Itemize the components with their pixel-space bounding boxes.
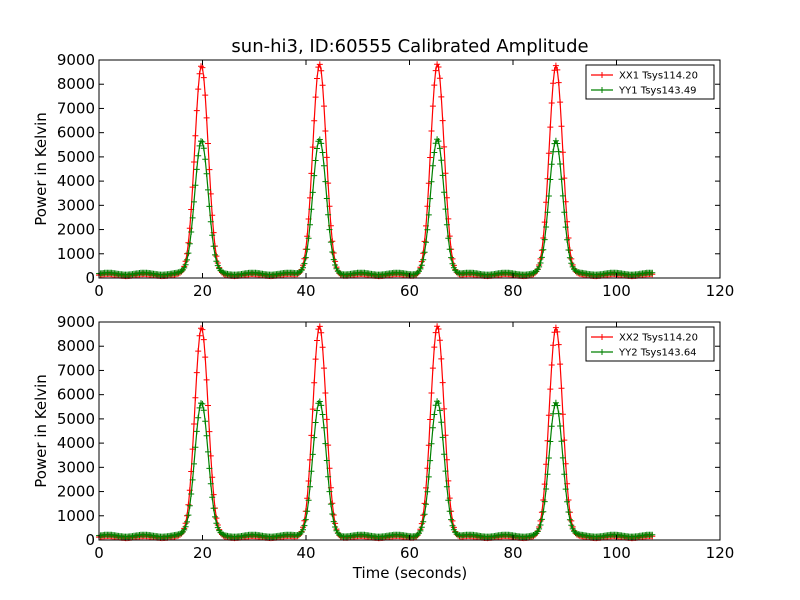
y-tick-label: 2000 <box>57 221 95 239</box>
x-tick-label: 40 <box>296 282 315 300</box>
figure-title: sun-hi3, ID:60555 Calibrated Amplitude <box>231 36 588 57</box>
series-markers-0 <box>96 61 656 280</box>
y-tick-label: 4000 <box>57 434 95 452</box>
top-panel: Power in Kelvin 0 20 40 60 80 100 120 0 1000 2000… <box>32 51 734 300</box>
series-markers-0 <box>96 323 656 542</box>
legend-marker <box>599 334 605 340</box>
x-tick-label: 20 <box>193 282 212 300</box>
x-tick-label: 120 <box>706 282 735 300</box>
series-line-1 <box>98 138 653 276</box>
legend-label: YY2 Tsys143.64 <box>618 348 697 359</box>
y-tick-label: 6000 <box>57 386 95 404</box>
legend-box <box>585 326 715 362</box>
y-tick-label: 5000 <box>57 410 95 428</box>
y-tick-label: 3000 <box>57 458 95 476</box>
y-tick-label: 9000 <box>57 51 95 69</box>
y-tick-label: 4000 <box>57 172 95 190</box>
legend: XX1 Tsys114.20 YY1 Tsys143.49 <box>585 64 715 100</box>
legend-marker <box>599 87 605 93</box>
y-tick-label: 1000 <box>57 507 95 525</box>
y-tick-label: 0 <box>85 269 95 287</box>
legend: XX2 Tsys114.20 YY2 Tsys143.64 <box>585 326 715 362</box>
y-tick-label: 6000 <box>57 124 95 142</box>
y-tick-label: 2000 <box>57 483 95 501</box>
y-tick-label: 1000 <box>57 245 95 263</box>
y-tick-label: 0 <box>85 531 95 549</box>
x-tick-label: 20 <box>193 544 212 562</box>
x-tick-label: 0 <box>94 282 104 300</box>
x-tick-label: 60 <box>400 544 419 562</box>
series-line-1 <box>98 400 653 538</box>
legend-label: YY1 Tsys143.49 <box>618 86 697 97</box>
legend-box <box>585 64 715 100</box>
x-tick-label: 0 <box>94 544 104 562</box>
x-axis-label: Time (seconds) <box>352 564 468 582</box>
legend-marker <box>599 349 605 355</box>
bottom-panel: Power in Kelvin 0 20 40 60 80 100 120 0 1000 2000… <box>32 313 734 562</box>
top-panel-ylabel: Power in Kelvin <box>32 112 50 226</box>
y-tick-label: 7000 <box>57 361 95 379</box>
x-tick-label: 40 <box>296 544 315 562</box>
x-tick-label: 60 <box>400 282 419 300</box>
y-tick-label: 3000 <box>57 196 95 214</box>
y-tick-label: 8000 <box>57 75 95 93</box>
legend-label: XX1 Tsys114.20 <box>619 71 698 82</box>
legend-label: XX2 Tsys114.20 <box>619 333 698 344</box>
x-tick-label: 100 <box>602 282 631 300</box>
y-tick-label: 8000 <box>57 337 95 355</box>
x-tick-label: 100 <box>602 544 631 562</box>
bottom-panel-ylabel: Power in Kelvin <box>32 374 50 488</box>
series-line-0 <box>98 62 653 277</box>
x-tick-label: 80 <box>503 544 522 562</box>
x-tick-label: 80 <box>503 282 522 300</box>
x-tick-label: 120 <box>706 544 735 562</box>
legend-marker <box>599 72 605 78</box>
y-tick-label: 7000 <box>57 99 95 117</box>
y-tick-label: 5000 <box>57 148 95 166</box>
series-line-0 <box>98 324 653 539</box>
y-tick-label: 9000 <box>57 313 95 331</box>
